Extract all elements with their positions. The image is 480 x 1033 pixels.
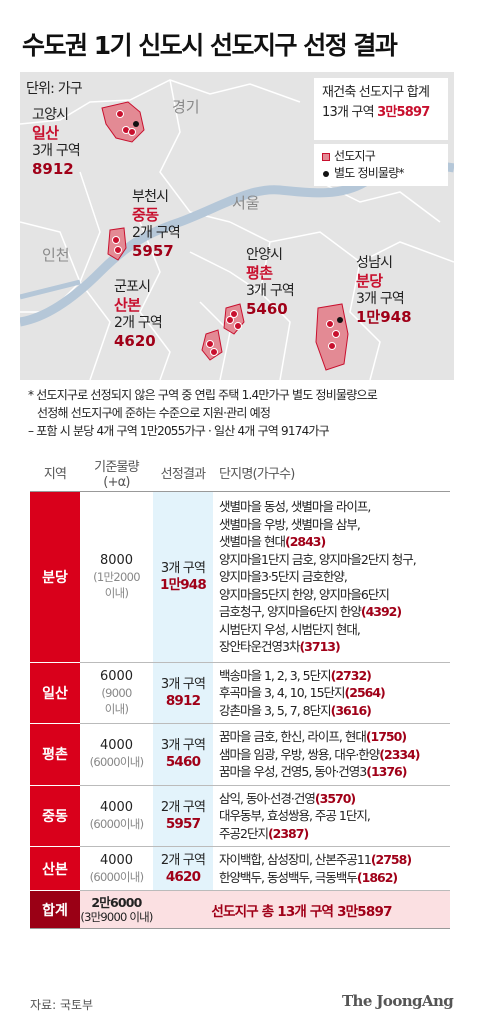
zone-bundang (315, 303, 349, 371)
row-base: 6000 (9000 이내) (99, 668, 134, 716)
row-complexes: 삼익, 동아·선경·건영(3570) 대우동부, 효성쌍용, 주공 1단지, 주공2… (213, 786, 450, 847)
total-box-value: 3만5897 (377, 105, 430, 120)
total-box: 재건축 선도지구 합계 13개 구역 3만5897 (314, 78, 448, 140)
complex-line: 한양백두, 동성백두, 극동백두(1862) (219, 869, 398, 885)
row-region: 평촌 (30, 724, 80, 786)
map: 단위: 가구 경기 서울 인천 재건축 선도지구 합계 13개 구역 3만589… (20, 72, 454, 380)
complex-line: 양지마을3·5단지 금호한양, (219, 569, 348, 584)
total-box-value-line: 13개 구역 3만5897 (322, 105, 430, 120)
row-result: 3개 구역 8912 (153, 662, 213, 723)
complex-line: 백송마을 1, 2, 3, 5단지(2732) (219, 667, 372, 683)
zone-jungdong (107, 227, 127, 261)
row-complexes: 꿈마을 금호, 한신, 라이프, 현대(1750) 샘마을 임광, 우방, 쌍용,… (213, 724, 450, 785)
summary-result: 선도지구 총 13개 구역 3만5897 (211, 903, 392, 920)
complex-line: 꿈마을 우성, 건영5, 동아·건영3(1376) (219, 764, 407, 779)
row-base: 4000 (6000이내) (89, 852, 145, 884)
row-complexes: 자이백합, 삼성장미, 산본주공11(2758) 한양백두, 동성백두, 극동백두… (213, 847, 450, 890)
table-header: 지역 기준물량 (+α) 선정결과 단지명(가구수) (30, 458, 450, 492)
summary-label: 합계 (30, 891, 80, 928)
city-label-bucheon: 부천시 중동 2개 구역 5957 (132, 189, 181, 260)
footnotes: * 선도지구로 선정되지 않은 구역 중 연립 주택 1.4만가구 별도 정비물… (28, 386, 458, 440)
table-row: 분당 8000 (1만2000 이내) 3개 구역 1만948 샛별마을 동성, 샛별마을 … (30, 492, 450, 663)
zone-markers (112, 110, 340, 356)
dot-icon (323, 170, 329, 177)
row-base: 4000 (6000이내) (89, 799, 145, 831)
results-table: 지역 기준물량 (+α) 선정결과 단지명(가구수) 분당 8000 (1만2000 이… (30, 458, 450, 929)
total-box-title: 재건축 선도지구 합계 (322, 85, 430, 100)
table-row: 평촌 4000 (6000이내) 3개 구역 5460 꿈마을 금호, 한신, 라이프, … (30, 724, 450, 786)
row-result: 3개 구역 1만948 (153, 492, 213, 662)
complex-line: 양지마을5단지 한양, 양지마을6단지 (219, 586, 390, 602)
region-incheon: 인천 (42, 246, 70, 264)
row-complexes: 백송마을 1, 2, 3, 5단지(2732) 후곡마을 3, 4, 10, 15… (213, 663, 450, 724)
header-region: 지역 (43, 467, 67, 482)
source-credit: 자료: 국토부 (30, 998, 94, 1012)
complex-line: 장안타운건영3차(3713) (219, 639, 341, 654)
complex-line: 양지마을1단지 금호, 양지마을2단지 청구, (219, 551, 417, 567)
summary-row: 합계 2만6000 (3만9000 이내) 선도지구 총 13개 구역 3만589… (30, 891, 450, 929)
brand-logo: The JoongAng (342, 992, 454, 1010)
complex-line: 샛별마을 동성, 샛별마을 라이프, (219, 499, 371, 514)
header-base: 기준물량 (+α) (94, 459, 139, 490)
footnote-line: * 선도지구로 선정되지 않은 구역 중 연립 주택 1.4만가구 별도 정비물… (28, 388, 378, 402)
map-legend: 선도지구 별도 정비물량* (314, 144, 448, 186)
row-base: 4000 (6000이내) (89, 738, 145, 770)
footnote-line: – 포함 시 분당 4개 구역 1만2055가구 · 일산 4개 구역 9174… (28, 424, 330, 438)
han-river-branch (20, 279, 81, 300)
city-label-gunpo: 군포시 산본 2개 구역 4620 (114, 279, 163, 350)
zone-swatch-icon (322, 152, 330, 161)
city-label-anyang: 안양시 평촌 3개 구역 5460 (246, 247, 295, 318)
complex-line: 샛별마을 우방, 샛별마을 삼부, (219, 516, 361, 532)
footnote-line: 선정해 선도지구에 준하는 수준으로 지원·관리 예정 (37, 406, 271, 420)
row-complexes: 샛별마을 동성, 샛별마을 라이프, 샛별마을 우방, 샛별마을 삼부, 샛별마을 … (213, 492, 450, 662)
complex-line: 주공2단지(2387) (219, 825, 309, 841)
header-complex: 단지명(가구수) (219, 467, 295, 482)
region-seoul: 서울 (232, 194, 260, 212)
complex-line: 삼익, 동아·선경·건영(3570) (219, 790, 356, 806)
complex-line: 꿈마을 금호, 한신, 라이프, 현대(1750) (219, 729, 407, 744)
row-region: 중동 (30, 785, 80, 847)
complex-line: 자이백합, 삼성장미, 산본주공11(2758) (219, 852, 412, 867)
extra-markers (133, 121, 343, 323)
table-row: 중동 4000 (6000이내) 2개 구역 5957 삼익, 동아·선경·건영(3570… (30, 785, 450, 847)
page-title: 수도권 1기 신도시 선도지구 선정 결과 (22, 31, 398, 60)
summary-base: 2만6000 (3만9000 이내) (80, 894, 153, 924)
row-result: 2개 구역 4620 (153, 847, 213, 890)
table-row: 일산 6000 (9000 이내) 3개 구역 8912 백송마을 1, 2, 3, 5단지… (30, 662, 450, 724)
city-label-seongnam: 성남시 분당 3개 구역 1만948 (356, 255, 412, 326)
region-gyeonggi: 경기 (172, 98, 200, 116)
complex-line: 시범단지 우성, 시범단지 현대, (219, 621, 361, 637)
row-result: 3개 구역 5460 (153, 724, 213, 785)
table-row: 산본 4000 (6000이내) 2개 구역 4620 자이백합, 삼성장미, 산본주공1… (30, 847, 450, 891)
unit-label: 단위: 가구 (26, 81, 83, 97)
complex-line: 금호청구, 양지마을6단지 한양(4392) (219, 604, 402, 619)
complex-line: 후곡마을 3, 4, 10, 15단지(2564) (219, 685, 386, 700)
row-region: 산본 (30, 847, 80, 891)
complex-line: 대우동부, 효성쌍용, 주공 1단지, (219, 808, 371, 823)
complex-line: 샛별마을 현대(2843) (219, 534, 326, 549)
row-region: 분당 (30, 492, 80, 663)
row-region: 일산 (30, 662, 80, 724)
header-result: 선정결과 (160, 467, 206, 482)
table-body: 분당 8000 (1만2000 이내) 3개 구역 1만948 샛별마을 동성, 샛별마을 … (30, 492, 450, 891)
row-result: 2개 구역 5957 (153, 785, 213, 846)
row-base: 8000 (1만2000 이내) (93, 552, 140, 600)
legend-extra: 별도 정비물량* (322, 165, 448, 182)
complex-line: 샘마을 임광, 우방, 쌍용, 대우·한양(2334) (219, 746, 421, 762)
legend-zone: 선도지구 (322, 148, 448, 165)
complex-line: 강촌마을 3, 5, 7, 8단지(3616) (219, 702, 372, 718)
city-label-goyang: 고양시 일산 3개 구역 8912 (32, 107, 81, 178)
